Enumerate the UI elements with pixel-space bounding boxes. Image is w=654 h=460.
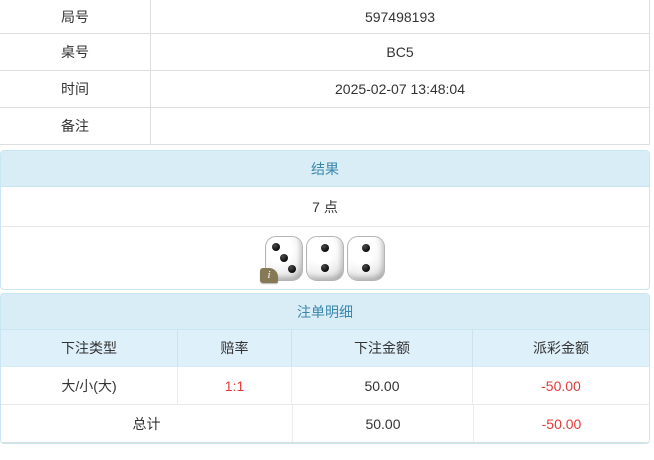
col-header-payout-amount: 派彩金额 [533,340,589,356]
total-row: 总计 50.00 -50.00 [1,405,649,443]
die-face-2 [347,235,385,281]
bet-payout-cell: -50.00 [541,377,581,394]
info-row-time: 时间 2025-02-07 13:48:04 [0,71,649,108]
info-row-game-id: 局号 597498193 [0,0,649,34]
die-pip [271,243,280,252]
dice-row: i [1,227,649,289]
bet-result-page: 局号 597498193 桌号 BC5 时间 2025-02-07 13:48:… [0,0,650,444]
time-label: 时间 [0,71,151,107]
bets-panel: 注单明细 下注类型 赔率 下注金额 派彩金额 大/小(大) 1:1 50.00 … [0,293,650,444]
col-header-bet-type: 下注类型 [1,330,178,366]
total-payout-cell: -50.00 [541,415,582,432]
info-row-remark: 备注 [0,108,649,145]
bet-odds-cell: 1:1 [178,367,292,404]
die-pip [288,264,297,273]
game-id-label: 局号 [0,0,151,33]
col-header-odds: 赔率 [178,330,292,366]
info-row-table-id: 桌号 BC5 [0,34,649,71]
dice-info-icon[interactable]: i [260,267,278,283]
bet-amount-cell: 50.00 [292,367,473,404]
game-id-value: 597498193 [364,8,436,25]
die-pip [321,264,329,273]
result-panel-title: 结果 [1,151,649,187]
table-id-label: 桌号 [0,34,151,70]
table-id-value: BC5 [386,44,414,60]
bets-header-row: 下注类型 赔率 下注金额 派彩金额 [1,330,649,367]
col-header-bet-amount: 下注金额 [292,330,473,366]
bet-type-cell: 大/小(大) [1,367,178,404]
die-pip [362,243,370,252]
result-panel: 结果 7 点 i [0,150,650,290]
game-info-table: 局号 597498193 桌号 BC5 时间 2025-02-07 13:48:… [0,0,650,145]
die-face-2 [306,235,344,281]
time-value: 2025-02-07 13:48:04 [335,81,465,97]
remark-label: 备注 [0,108,151,144]
die-pip [280,254,288,262]
die-face-3: i [260,235,303,283]
total-label-cell: 总计 [1,405,293,442]
total-amount-cell: 50.00 [293,405,474,442]
die-pip [321,243,329,252]
result-points: 7 点 [1,187,649,227]
bet-row: 大/小(大) 1:1 50.00 -50.00 [1,367,649,405]
bets-panel-title: 注单明细 [1,294,649,330]
die-pip [362,264,370,273]
